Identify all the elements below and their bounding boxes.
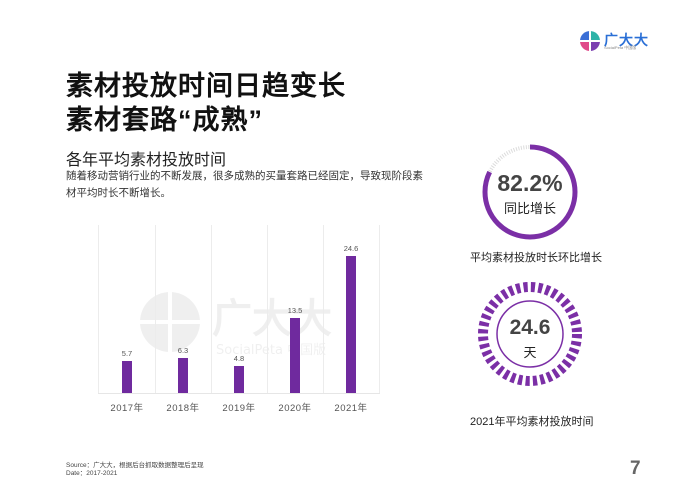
growth-caption: 平均素材投放时长环比增长 xyxy=(470,252,602,264)
x-axis-label: 2021年 xyxy=(334,403,368,414)
gridline xyxy=(211,225,212,393)
bar-2018 xyxy=(178,358,188,393)
brand-logo: 广大大 SocialPeta 中国版 xyxy=(580,31,660,53)
growth-ring: 82.2% 同比增长 xyxy=(480,142,580,242)
bar-value-label: 6.3 xyxy=(177,346,189,355)
growth-label: 同比增长 xyxy=(503,201,556,216)
progress-ring-icon xyxy=(482,144,578,240)
bar-2020 xyxy=(290,318,300,393)
days-unit: 天 xyxy=(523,345,537,360)
growth-value: 82.2% xyxy=(497,170,563,196)
bar-value-label: 13.5 xyxy=(287,306,303,315)
gridline xyxy=(379,225,380,393)
chart-description: 随着移动营销行业的不断发展，很多成熟的买量套路已经固定，导致现阶段素材平均时长不… xyxy=(66,170,423,199)
gridline xyxy=(267,225,268,393)
logo-icon xyxy=(580,31,600,51)
logo-subtitle: SocialPeta 中国版 xyxy=(604,45,637,50)
bar-value-label: 4.8 xyxy=(233,354,245,363)
x-axis-label: 2017年 xyxy=(110,403,144,414)
x-axis-label: 2019年 xyxy=(222,403,256,414)
x-axis-label: 2018年 xyxy=(166,403,200,414)
gridline xyxy=(155,225,156,393)
bar-chart: 5.7 6.3 4.8 13.5 24.6 xyxy=(98,225,380,394)
bar-2019 xyxy=(234,366,244,393)
page-number: 7 xyxy=(630,458,641,479)
days-ring: 24.6 天 xyxy=(478,282,582,386)
page-title-line1: 素材投放时间日趋变长 xyxy=(66,71,346,101)
logo-name: 广大大 xyxy=(604,32,649,48)
page-title-line2: 素材套路“成熟” xyxy=(66,105,263,135)
bar-value-label: 5.7 xyxy=(121,349,133,358)
x-axis-label: 2020年 xyxy=(278,403,312,414)
source-text: Source：广大大，根据后台抓取数据整理后呈现 xyxy=(66,462,204,469)
bar-2021 xyxy=(346,256,356,393)
days-value: 24.6 xyxy=(509,316,551,339)
tick-ring-icon xyxy=(478,282,582,386)
footer-source: Source：广大大，根据后台抓取数据整理后呈现 Date：2017-2021 xyxy=(66,462,204,478)
gridline xyxy=(98,225,99,393)
chart-heading: 各年平均素材投放时间 xyxy=(66,152,227,169)
date-text: Date：2017-2021 xyxy=(66,470,118,477)
bar-2017 xyxy=(122,361,132,393)
svg-text:广大大: 广大大 xyxy=(212,296,332,342)
gridline xyxy=(323,225,324,393)
days-caption: 2021年平均素材投放时间 xyxy=(470,416,594,428)
bar-value-label: 24.6 xyxy=(343,244,359,253)
